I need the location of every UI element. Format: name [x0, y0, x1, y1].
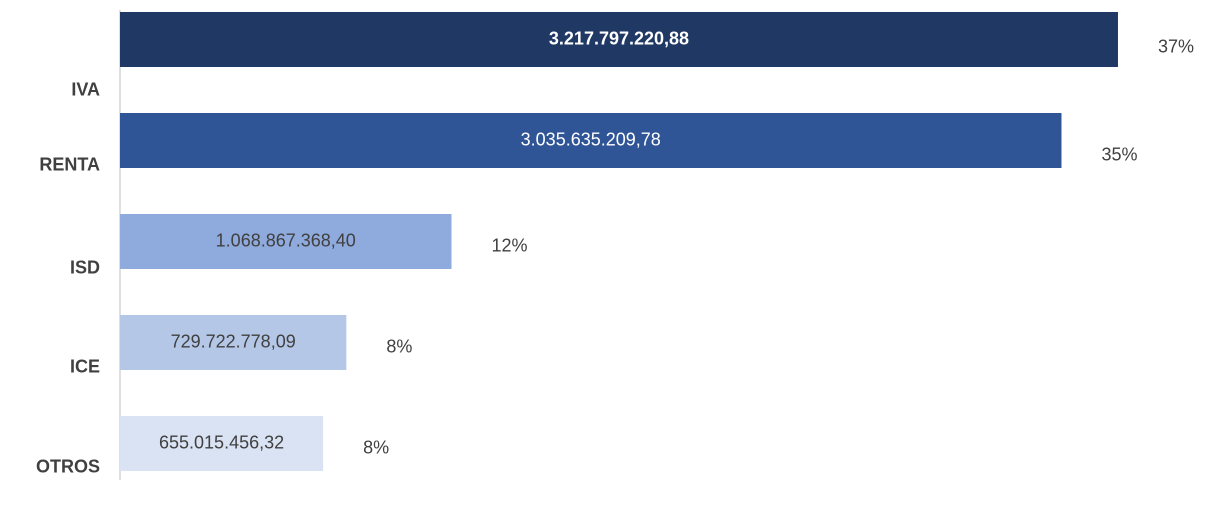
value-label: 729.722.778,09 — [171, 331, 296, 351]
share-label: 12% — [492, 235, 528, 255]
category-label: IVA — [71, 79, 100, 99]
bar — [120, 214, 452, 269]
bar — [120, 416, 324, 471]
category-label: RENTA — [39, 154, 100, 174]
value-label: 3.035.635.209,78 — [521, 129, 661, 149]
category-label: ICE — [70, 356, 100, 376]
value-label: 3.217.797.220,88 — [549, 28, 689, 48]
share-label: 35% — [1101, 144, 1137, 164]
category-label: ISD — [70, 257, 100, 277]
share-label: 37% — [1158, 36, 1194, 56]
value-label: 1.068.867.368,40 — [216, 230, 356, 250]
bar — [120, 12, 1118, 67]
value-label: 655.015.456,32 — [159, 432, 284, 452]
category-label: OTROS — [36, 456, 100, 476]
bar — [120, 315, 347, 370]
bar — [120, 113, 1062, 168]
share-label: 8% — [386, 336, 412, 356]
share-label: 8% — [363, 437, 389, 457]
